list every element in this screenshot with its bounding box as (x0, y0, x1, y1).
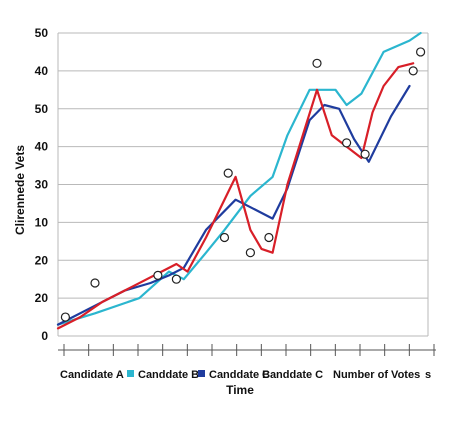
legend-swatch (198, 370, 205, 377)
data-point-marker (408, 66, 418, 76)
y-tick-label: 20 (35, 291, 49, 305)
series-line-3 (56, 62, 415, 330)
data-point-marker (245, 248, 255, 258)
x-axis-title: Time (226, 383, 254, 397)
y-tick-label: 50 (35, 102, 49, 116)
y-axis-title: Clirennede Vets (13, 145, 27, 235)
data-point-marker (219, 232, 230, 243)
data-point-marker (90, 278, 100, 288)
legend-label: Number of Votes (333, 369, 420, 381)
data-point-marker (312, 58, 322, 68)
legend-label: Canddate C (262, 369, 323, 381)
y-tick-label: 50 (35, 26, 49, 40)
series-line-1 (56, 31, 422, 326)
data-point-marker (360, 149, 370, 159)
legend-label: Canddate B (138, 369, 199, 381)
data-point-marker (171, 274, 181, 284)
data-point-marker (416, 47, 426, 57)
series-line-2 (56, 84, 411, 326)
x-axis-ticks (63, 344, 435, 356)
legend-label: Candidate A (60, 369, 124, 381)
y-tick-label: 40 (35, 140, 49, 154)
data-point-marker (223, 168, 233, 178)
y-tick-label: 0 (41, 329, 48, 343)
legend-label: s (425, 369, 431, 381)
marker-layer (60, 47, 426, 322)
series-layer (56, 31, 422, 330)
data-point-marker (264, 232, 274, 243)
y-tick-labels: 50 40 50 40 30 10 20 20 0 (35, 26, 49, 343)
data-point-marker (342, 138, 352, 148)
grid-lines (57, 32, 429, 337)
y-tick-label: 30 (35, 178, 49, 192)
data-point-marker (60, 312, 71, 322)
y-tick-label: 20 (35, 253, 49, 267)
legend-label: Canddate B (209, 369, 270, 381)
y-tick-label: 40 (35, 64, 49, 78)
legend-swatch (127, 370, 134, 377)
data-point-marker (153, 270, 163, 280)
y-tick-label: 10 (35, 215, 49, 229)
legend: Candidate A Canddate B Canddate BCanddate … (60, 369, 431, 381)
